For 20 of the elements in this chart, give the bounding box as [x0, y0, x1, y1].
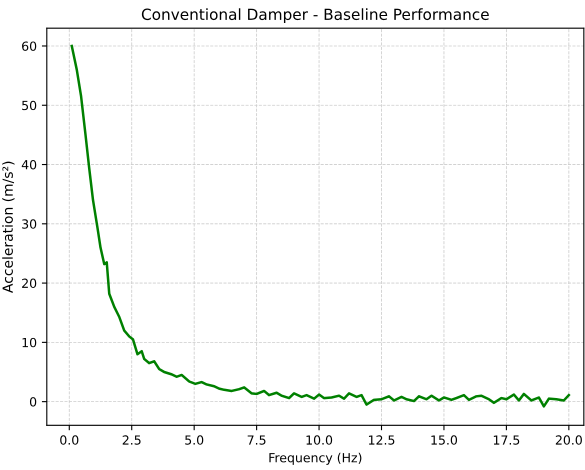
x-tick-label: 20.0 [556, 435, 582, 445]
x-tick-label: 7.5 [248, 435, 266, 445]
x-tick-label: 0.0 [60, 435, 78, 445]
x-tick-label: 10.0 [306, 435, 332, 445]
x-axis-title: Frequency (Hz) [269, 452, 362, 465]
x-tick-label: 5.0 [185, 435, 204, 445]
x-tick-label: 17.5 [494, 435, 520, 445]
x-tick-label: 15.0 [431, 435, 458, 445]
y-axis-title: Acceleration (m/s²) [2, 162, 15, 293]
x-tick-label: 12.5 [368, 435, 394, 445]
y-tick-label: 40 [22, 160, 36, 170]
y-tick-label: 10 [22, 338, 36, 348]
line-series [70, 44, 570, 408]
chart-title: Conventional Damper - Baseline Performance [142, 8, 489, 24]
x-tick-label: 2.5 [122, 435, 141, 445]
y-tick-label: 50 [22, 100, 36, 110]
y-tick-label: 0 [30, 397, 36, 407]
y-tick-label: 60 [22, 41, 36, 51]
y-tick-label: 20 [22, 278, 36, 288]
y-tick-label: 30 [22, 219, 36, 229]
